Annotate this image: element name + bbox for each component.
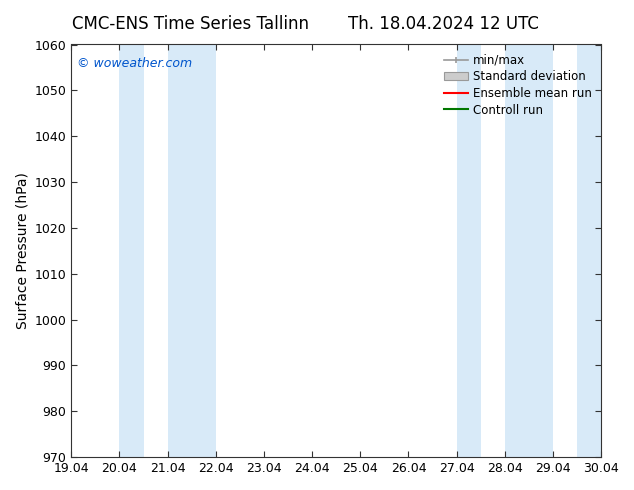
Y-axis label: Surface Pressure (hPa): Surface Pressure (hPa) xyxy=(15,172,29,329)
Legend: min/max, Standard deviation, Ensemble mean run, Controll run: min/max, Standard deviation, Ensemble me… xyxy=(441,50,595,120)
Bar xyxy=(167,45,216,457)
Bar xyxy=(577,45,601,457)
Bar xyxy=(456,45,481,457)
Bar xyxy=(119,45,143,457)
Bar xyxy=(505,45,553,457)
Text: Th. 18.04.2024 12 UTC: Th. 18.04.2024 12 UTC xyxy=(348,15,540,33)
Text: CMC-ENS Time Series Tallinn: CMC-ENS Time Series Tallinn xyxy=(72,15,309,33)
Text: © woweather.com: © woweather.com xyxy=(77,57,191,70)
